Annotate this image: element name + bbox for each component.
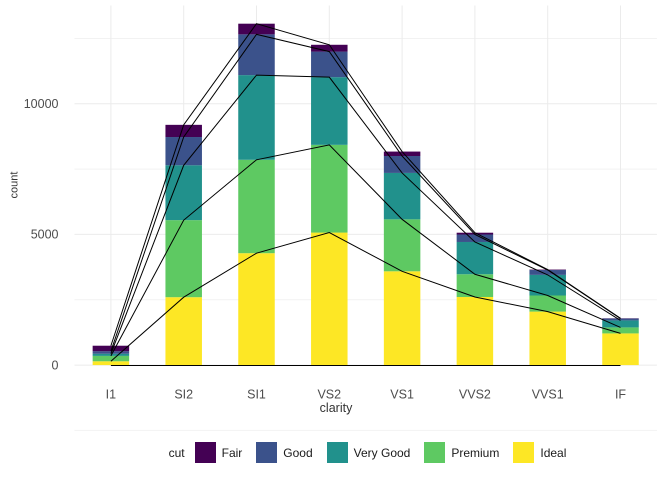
svg-text:IF: IF [615,388,626,402]
svg-text:SI2: SI2 [174,388,193,402]
svg-text:VS2: VS2 [317,388,341,402]
svg-text:VVS1: VVS1 [532,388,564,402]
svg-text:0: 0 [52,358,59,372]
svg-text:10000: 10000 [24,97,59,111]
svg-text:VVS2: VVS2 [459,388,491,402]
svg-text:5000: 5000 [31,228,59,242]
svg-text:I1: I1 [106,388,116,402]
svg-text:VS1: VS1 [390,388,414,402]
svg-text:SI1: SI1 [247,388,266,402]
